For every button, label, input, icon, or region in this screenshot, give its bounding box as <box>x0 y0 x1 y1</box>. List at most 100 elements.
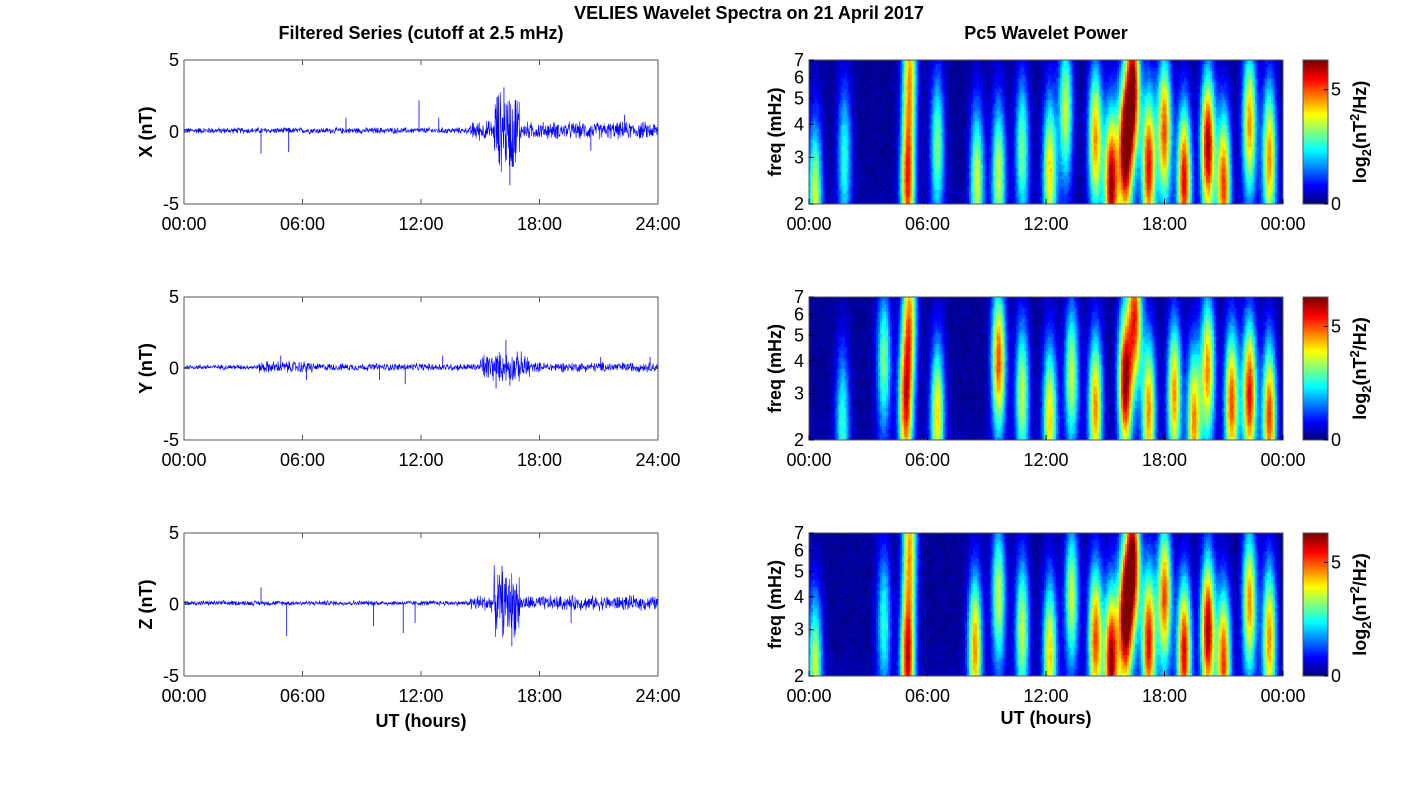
heatmap-cell <box>868 106 871 111</box>
heatmap-cell <box>891 142 895 147</box>
heatmap-cell <box>976 103 980 108</box>
heatmap-cell <box>872 142 875 147</box>
heatmap-cell <box>949 67 952 72</box>
heatmap-cell <box>941 182 944 187</box>
heatmap-cell <box>963 193 966 198</box>
heatmap-cell <box>968 193 972 198</box>
heatmap-cell <box>947 63 950 68</box>
heatmap-cell <box>897 168 901 172</box>
heatmap-cell <box>880 114 883 118</box>
heatmap-cell <box>862 193 865 198</box>
heatmap-cell <box>809 164 812 169</box>
heatmap-cell <box>935 168 938 172</box>
heatmap-cell <box>978 171 982 176</box>
heatmap-cell <box>846 132 849 136</box>
heatmap-cell <box>968 74 972 79</box>
heatmap-cell <box>957 150 960 154</box>
heatmap-cell <box>978 150 982 154</box>
heatmap-cell <box>980 146 984 151</box>
heatmap-cell <box>858 175 861 180</box>
heatmap-cell <box>965 135 968 140</box>
heatmap-cell <box>874 124 877 129</box>
heatmap-cell <box>901 160 905 165</box>
heatmap-cell <box>917 157 921 162</box>
heatmap-cell <box>957 139 960 144</box>
heatmap-cell <box>822 121 826 126</box>
heatmap-cell <box>842 124 845 129</box>
heatmap-cell <box>888 175 891 180</box>
heatmap-cell <box>850 146 853 151</box>
heatmap-cell <box>816 96 820 100</box>
heatmap-cell <box>959 146 962 151</box>
heatmap-cell <box>854 63 857 68</box>
heatmap-cell <box>976 157 980 162</box>
heatmap-cell <box>889 139 893 144</box>
heatmap-cell <box>886 186 889 190</box>
heatmap-cell <box>905 142 909 147</box>
heatmap-cell <box>834 67 838 72</box>
heatmap-cell <box>895 67 899 72</box>
heatmap-cell <box>947 146 950 151</box>
heatmap-cell <box>925 132 928 136</box>
heatmap-cell <box>824 114 828 118</box>
heatmap-cell <box>972 63 976 68</box>
heatmap-cell <box>978 196 982 201</box>
heatmap-cell <box>874 146 877 151</box>
heatmap-cell <box>840 74 843 79</box>
heatmap-cell <box>893 81 897 86</box>
heatmap-cell <box>880 164 883 169</box>
heatmap-cell <box>888 157 891 162</box>
heatmap-cell <box>947 135 950 140</box>
heatmap-cell <box>917 81 921 86</box>
heatmap-cell <box>895 168 899 172</box>
heatmap-cell <box>876 99 879 104</box>
heatmap-cell <box>947 117 950 122</box>
heatmap-cell <box>820 178 824 183</box>
heatmap-cell <box>976 189 980 194</box>
heatmap-cell <box>976 78 980 82</box>
heatmap-cell <box>852 81 855 86</box>
heatmap-cell <box>856 189 859 194</box>
heatmap-cell <box>949 106 952 111</box>
heatmap-cell <box>939 142 942 147</box>
heatmap-cell <box>980 157 984 162</box>
heatmap-cell <box>816 70 820 75</box>
heatmap-cell <box>882 135 885 140</box>
heatmap-cell <box>862 67 865 72</box>
heatmap-cell <box>965 186 968 190</box>
heatmap-cell <box>809 106 812 111</box>
heatmap-cell <box>838 132 842 136</box>
heatmap-cell <box>864 132 867 136</box>
heatmap-cell <box>915 74 919 79</box>
heatmap-cell <box>860 193 863 198</box>
heatmap-cell <box>852 114 855 118</box>
heatmap-cell <box>812 78 816 82</box>
heatmap-cell <box>846 164 849 169</box>
heatmap-cell <box>858 96 861 100</box>
heatmap-cell <box>941 150 944 154</box>
heatmap-cell <box>895 178 899 183</box>
heatmap-cell <box>840 132 843 136</box>
heatmap-cell <box>856 168 859 172</box>
heatmap-cell <box>860 150 863 154</box>
heatmap-cell <box>957 182 960 187</box>
heatmap-cell <box>947 110 950 115</box>
heatmap-cell <box>899 78 903 82</box>
heatmap-cell <box>939 114 942 118</box>
heatmap-cell <box>905 96 909 100</box>
heatmap-cell <box>856 114 859 118</box>
heatmap-cell <box>818 70 822 75</box>
heatmap-cell <box>814 160 818 165</box>
heatmap-cell <box>927 132 930 136</box>
heatmap-cell <box>911 88 915 93</box>
heatmap-cell <box>901 103 905 108</box>
heatmap-cell <box>866 196 869 201</box>
heatmap-cell <box>810 178 814 183</box>
heatmap-cell <box>943 81 946 86</box>
heatmap-cell <box>810 160 814 165</box>
heatmap-cell <box>961 186 964 190</box>
heatmap-cell <box>917 88 921 93</box>
heatmap-cell <box>870 117 873 122</box>
heatmap-cell <box>903 74 907 79</box>
heatmap-cell <box>856 182 859 187</box>
